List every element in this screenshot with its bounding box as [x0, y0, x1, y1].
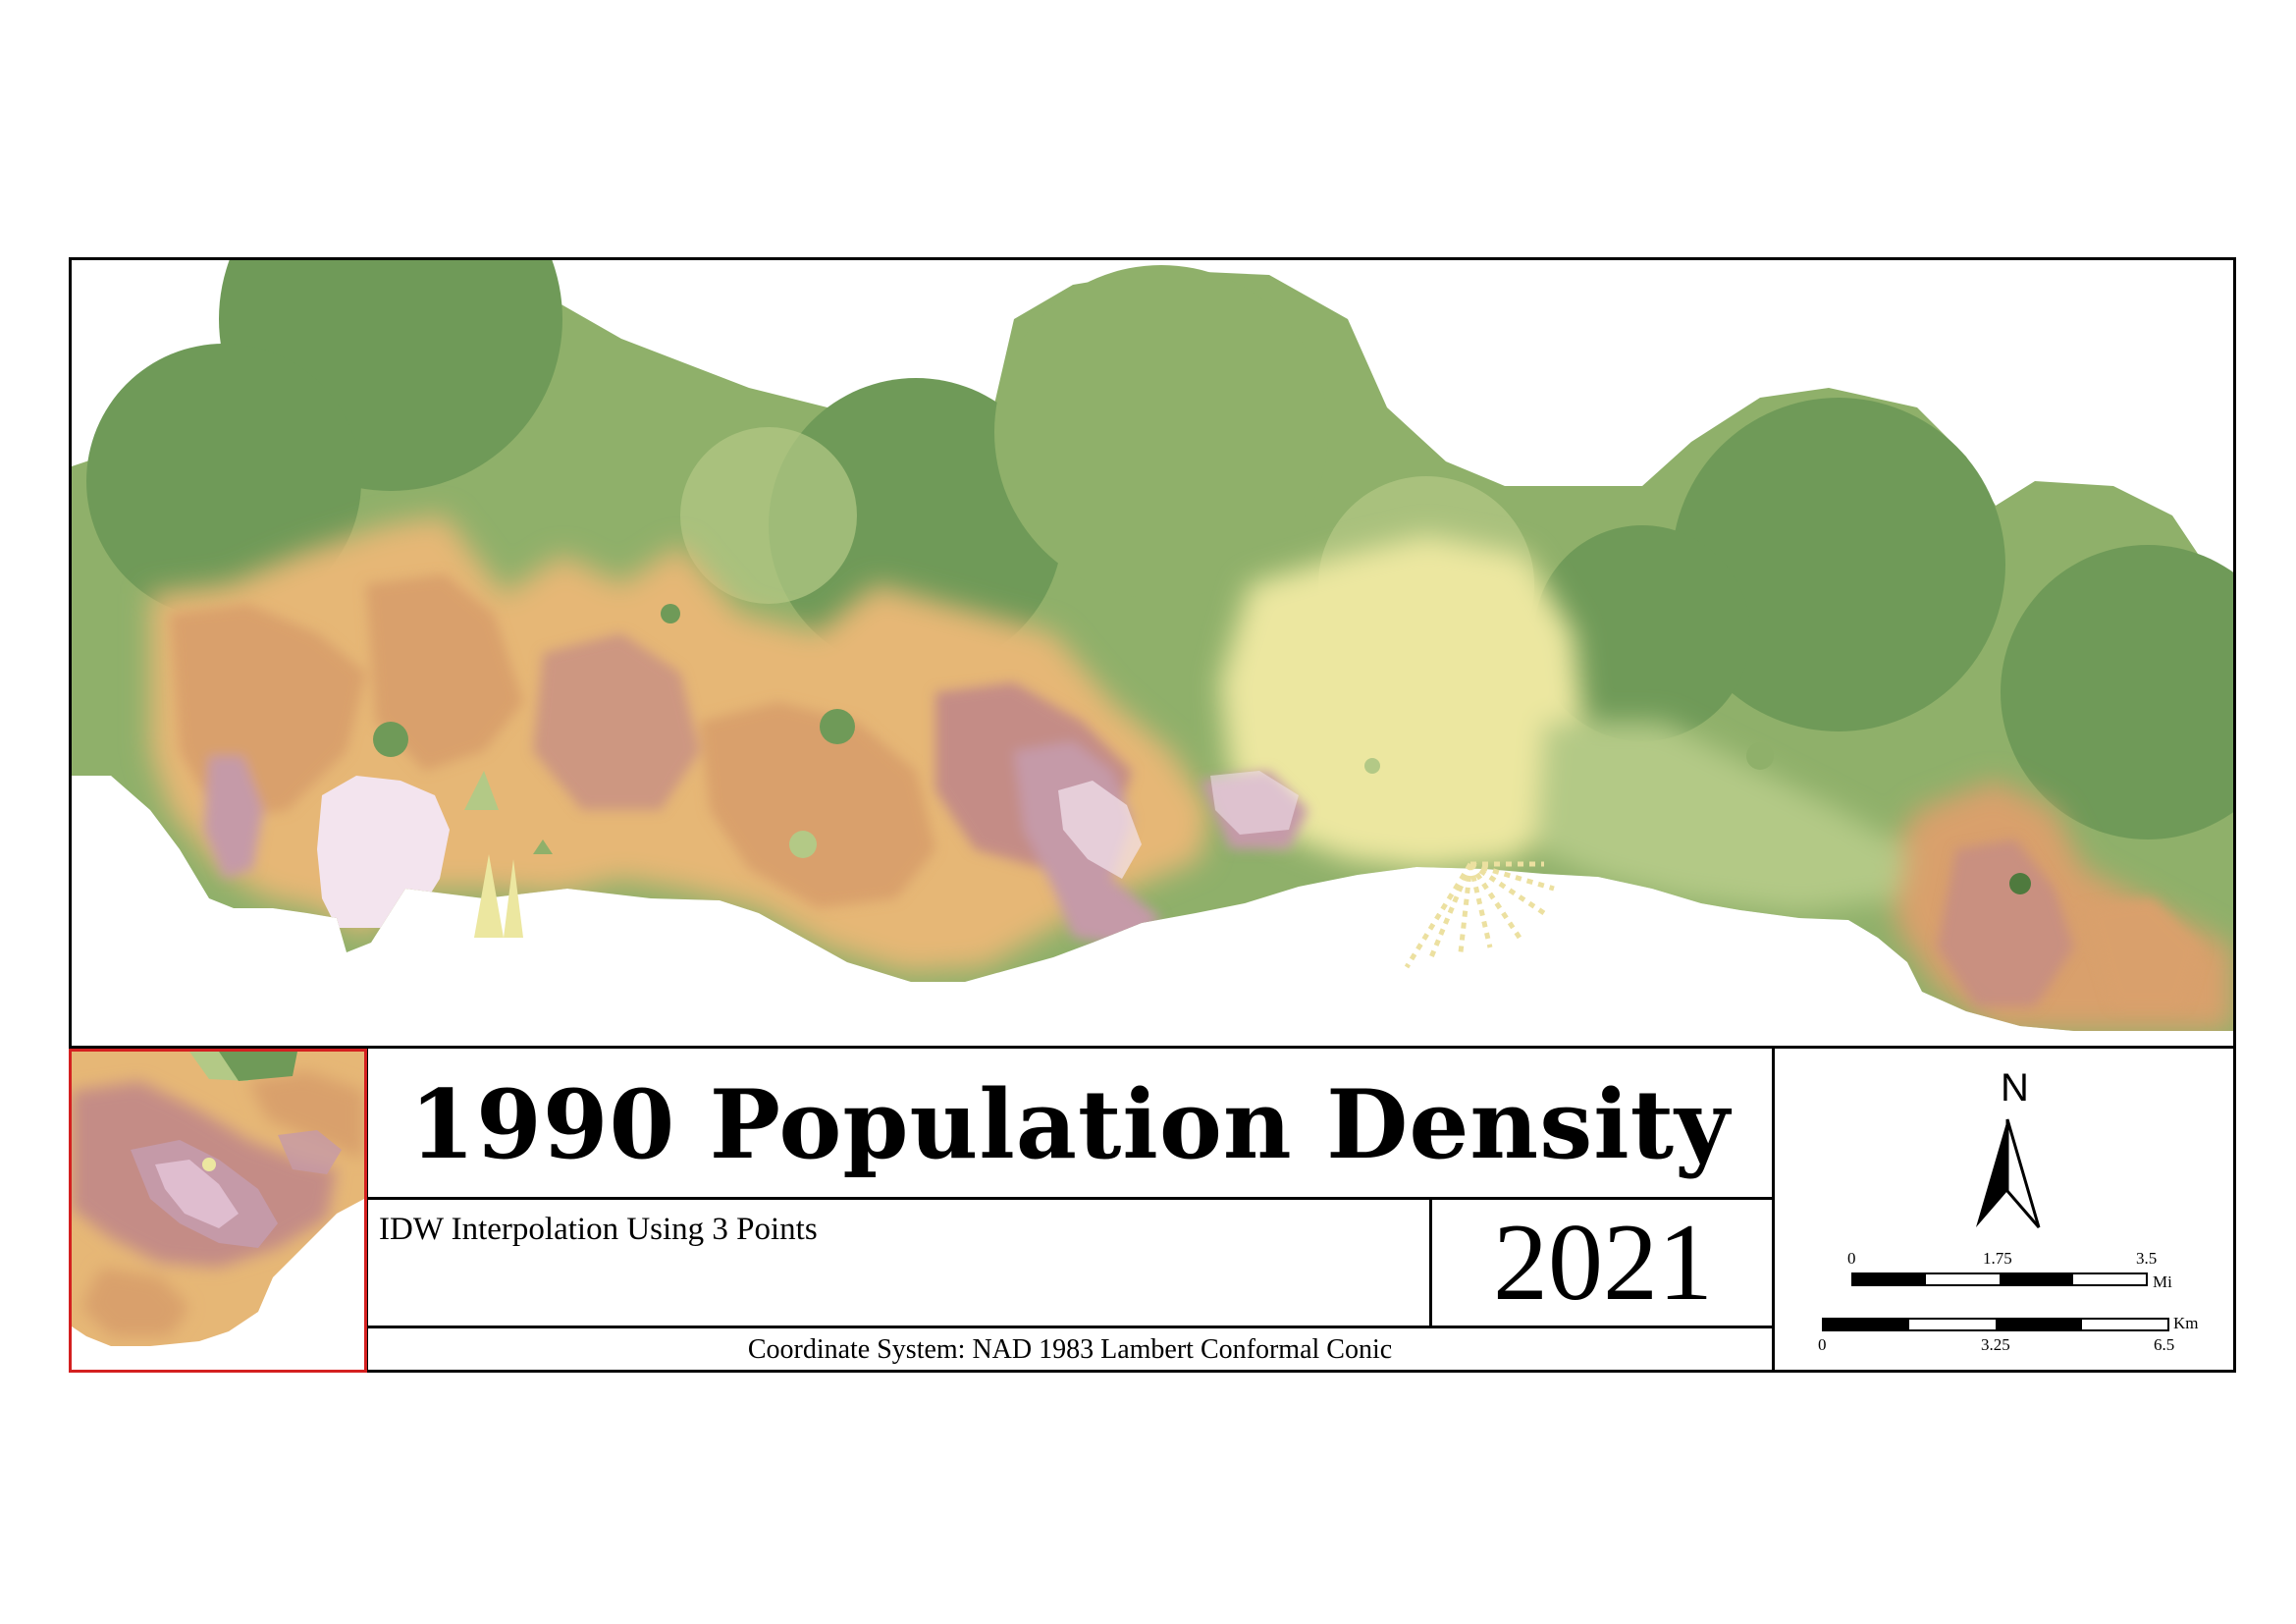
map-frame: [69, 257, 2236, 1373]
scale-mi-unit: Mi: [2153, 1272, 2172, 1291]
north-arrow-icon: [1976, 1118, 2041, 1228]
inset-raster: [72, 1052, 364, 1346]
radial-artifacts: [1404, 861, 1555, 969]
year-label: 2021: [1493, 1201, 1713, 1324]
scale-km-tick-0: 0: [1818, 1335, 1827, 1354]
scale-mi-tick-2: 3.5: [2136, 1249, 2158, 1268]
legend-divider: [1772, 1049, 1775, 1373]
scale-bar-miles: [1851, 1272, 2148, 1286]
title-divider: [365, 1197, 1775, 1200]
scale-km-tick-1: 3.25: [1981, 1335, 2010, 1354]
map-bottom-divider: [69, 1046, 2236, 1049]
method-subtitle: IDW Interpolation Using 3 Points: [379, 1212, 818, 1247]
scale-mi-tick-1: 1.75: [1983, 1249, 2012, 1268]
point-spike: [464, 771, 553, 938]
main-map[interactable]: [72, 260, 2233, 1046]
north-label: N: [2001, 1066, 2029, 1110]
scale-km-tick-2: 6.5: [2154, 1335, 2175, 1354]
coordinate-system-label: Coordinate System: NAD 1983 Lambert Conf…: [747, 1334, 1393, 1365]
inset-map[interactable]: [69, 1049, 367, 1373]
scale-mi-tick-0: 0: [1847, 1249, 1856, 1268]
scale-km-unit: Km: [2173, 1314, 2199, 1332]
scale-bar-km: [1822, 1318, 2169, 1331]
land-surface: [72, 260, 2233, 1031]
year-divider: [1429, 1197, 1432, 1327]
map-title: 1990 Population Density: [409, 1068, 1731, 1180]
density-raster: [72, 260, 2233, 1031]
coords-divider: [365, 1326, 1775, 1328]
